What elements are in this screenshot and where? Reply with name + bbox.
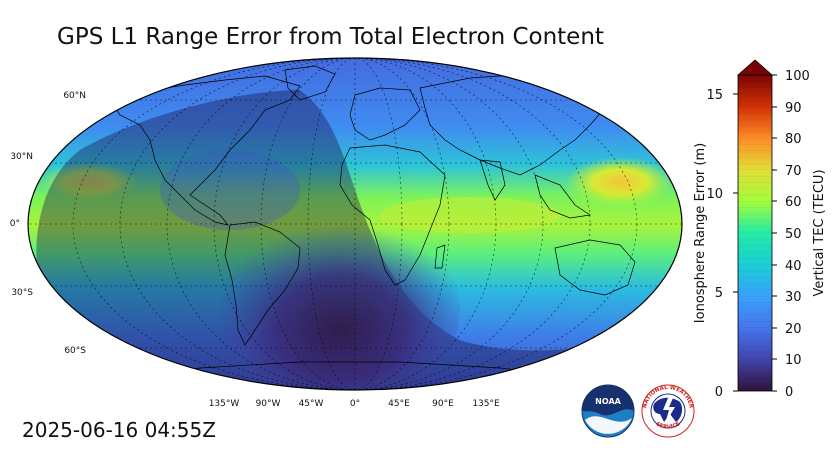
colorbar-left-ticks [733,93,738,392]
colorbar-right-tick: 70 [785,164,802,179]
madagascar-outline [434,244,446,269]
south-america-outline [224,221,301,346]
colorbar-left-tick: 5 [715,286,723,301]
north-america-outline [109,75,301,226]
nws-logo-text-bottom: SERVICE [655,421,682,431]
colorbar-extend-arrow [736,59,774,76]
colorbar-right-ticks [772,74,777,392]
lon-label: 135°E [472,399,500,409]
australia-outline [554,239,636,296]
lat-label: 0° [10,219,20,229]
southeast-asia-outline [534,174,591,219]
colorbar-bar [737,74,773,392]
lon-label: 45°E [388,399,410,409]
tec-field [28,58,682,390]
colorbar-right-label: Vertical TEC (TECU) [812,169,827,296]
lon-label: 0° [350,399,360,409]
timestamp: 2025-06-16 04:55Z [22,418,216,442]
lon-label: 90°W [256,399,281,409]
lat-label: 30°S [11,288,33,298]
colorbar-right-tick: 0 [785,385,793,400]
lon-label: 135°W [209,399,240,409]
colorbar-right-tick: 60 [785,195,802,210]
lat-label: 60°N [63,91,86,101]
noaa-logo: NOAA [581,384,635,438]
greenland-outline [284,65,336,101]
colorbar-right-tick: 50 [785,227,802,242]
colorbar-right-tick: 100 [785,69,810,84]
noaa-logo-text: NOAA [595,397,621,406]
colorbar: 0 5 10 15 0 10 20 30 40 50 60 70 80 90 1… [693,59,827,400]
africa-outline [339,144,446,286]
chart-title: GPS L1 Range Error from Total Electron C… [57,24,604,50]
colorbar-right-tick: 90 [785,101,802,116]
lat-label: 60°S [64,346,86,356]
lat-label: 30°N [10,152,33,162]
latitude-labels: 60°N 30°N 0° 30°S 60°S [10,91,87,356]
map-boundary [27,57,683,391]
colorbar-right-tick: 40 [785,259,802,274]
india-outline [479,159,506,201]
lon-label: 90°E [432,399,454,409]
colorbar-left-tick: 0 [715,385,723,400]
colorbar-right-tick: 30 [785,290,802,305]
colorbar-left-label: Ionosphere Range Error (m) [693,143,708,323]
colorbar-right-tick: 10 [785,353,802,368]
colorbar-left-tick: 10 [706,187,723,202]
nws-logo: NATIONAL WEATHER SERVICE [641,384,695,438]
lon-label: 45°W [299,399,324,409]
colorbar-right-tick: 80 [785,132,802,147]
colorbar-right-tick: 20 [785,322,802,337]
longitude-labels: 135°W 90°W 45°W 0° 45°E 90°E 135°E [209,399,500,409]
europe-outline [349,87,421,141]
colorbar-left-tick: 15 [706,88,723,103]
